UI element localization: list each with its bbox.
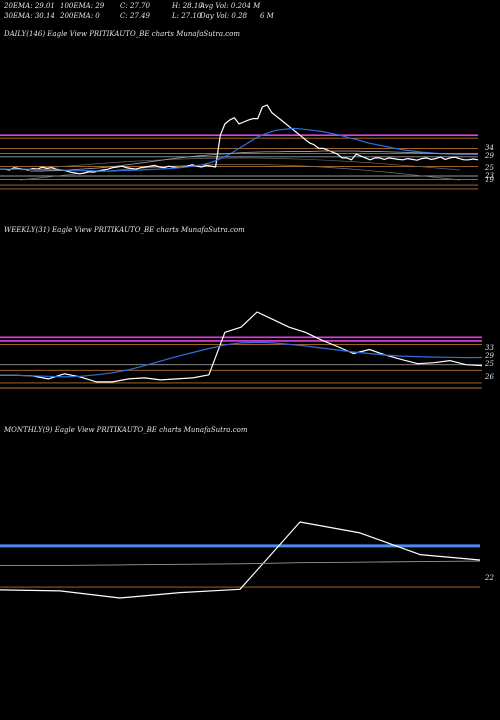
weekly-y-tick-label: 25 [484,360,494,368]
daily-y-tick-label: 25 [484,164,494,172]
daily-y-tick-label: 19 [485,176,494,184]
volume-unit-label: 6 M [260,12,274,20]
day-vol-label: Day Vol: 0.28 [200,12,248,20]
weekly-y-tick-label: 33 [485,344,494,352]
high-label: H: 28.10 [172,2,203,10]
monthly-series-1 [0,560,481,566]
monthly-chart: 22 [0,521,494,599]
daily-guide-curve-0 [19,157,461,171]
weekly-series-1 [0,341,483,378]
ema100-label: 100EMA: 29 [60,2,105,10]
daily-y-tick-label: 23 [484,172,494,180]
monthly-series-0 [0,521,481,599]
low-label: L: 27.10 [172,12,202,20]
weekly-y-tick-label: 29 [484,352,494,360]
ema30-label: 30EMA: 30.14 [4,12,55,20]
monthly-chart-title: MONTHLY(9) Eagle View PRITIKAUTO_BE char… [4,426,248,434]
daily-y-tick-label: 34 [485,144,494,152]
weekly-series-0 [0,311,483,383]
ema20-label: 20EMA: 29.01 [4,2,55,10]
daily-y-tick-label: 29 [484,152,494,160]
weekly-y-tick-label: 26 [484,373,494,381]
daily-series-1 [0,127,478,172]
daily-chart-title: DAILY(146) Eagle View PRITIKAUTO_BE char… [4,30,241,38]
close-label: C: 27.70 [120,2,150,10]
weekly-chart-title: WEEKLY(31) Eagle View PRITIKAUTO_BE char… [4,226,245,234]
monthly-y-tick-label: 22 [484,574,494,582]
daily-series-0 [0,104,479,175]
avg-vol-label: Avg Vol: 0.204 M [200,2,261,10]
close2-label: C: 27.49 [120,12,150,20]
ema200-label: 200EMA: 0 [60,12,100,20]
daily-series-2 [30,150,478,172]
